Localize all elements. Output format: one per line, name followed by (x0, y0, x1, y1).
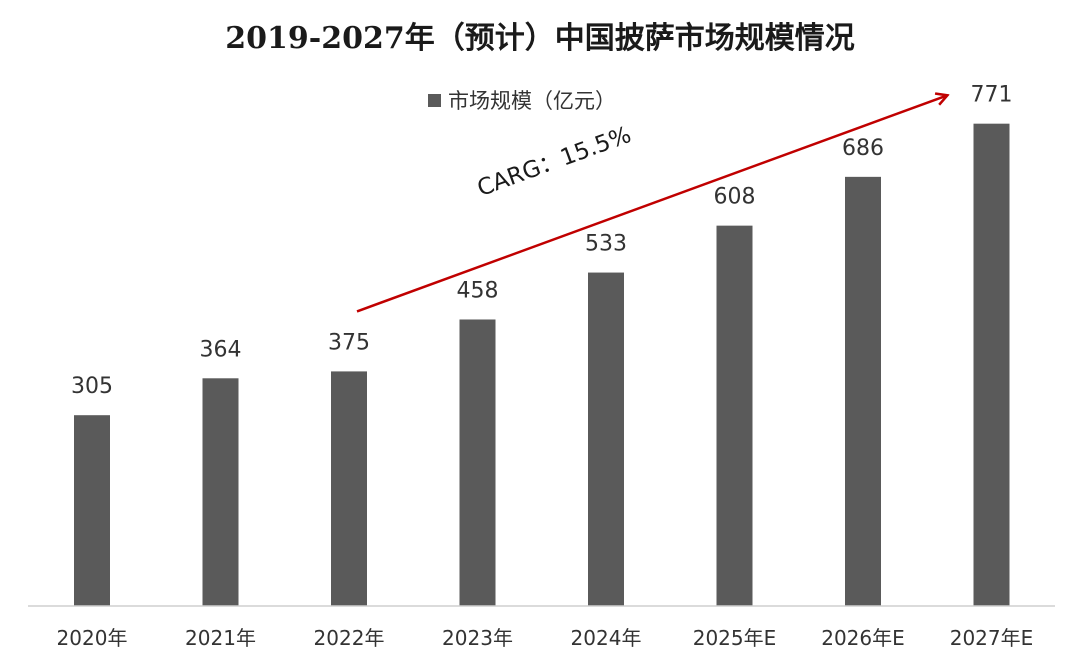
legend: 市场规模（亿元） (428, 89, 616, 113)
cagr-arrow (356, 96, 947, 313)
x-tick-label: 2026年E (821, 626, 905, 650)
x-tick-label: 2025年E (693, 626, 777, 650)
legend-swatch (428, 94, 441, 107)
x-tick-label: 2023年 (442, 626, 513, 650)
bar-value-label: 686 (842, 136, 884, 161)
bar-5 (588, 272, 624, 606)
bar-value-label: 771 (971, 83, 1013, 108)
cagr-label: CARG：15.5% (474, 122, 635, 202)
x-tick-label: 2020年 (57, 626, 128, 650)
x-tick-label: 2024年 (571, 626, 642, 650)
bars-group (74, 123, 1010, 606)
legend-label: 市场规模（亿元） (448, 89, 616, 113)
bar-value-label: 608 (714, 185, 756, 210)
bar-6 (716, 225, 753, 606)
bar-value-label: 364 (200, 337, 242, 362)
bar-4 (459, 319, 496, 606)
chart-title: 2019-2027年（预计）中国披萨市场规模情况 (225, 21, 854, 56)
bar-2 (202, 378, 239, 606)
bar-value-label: 533 (585, 232, 627, 257)
bar-value-label: 458 (457, 278, 499, 303)
bar-3 (331, 371, 367, 606)
value-labels-group: 305 364 375 458 533 608 686 771 (71, 83, 1013, 400)
bar-value-label: 305 (71, 374, 113, 399)
bar-value-label: 375 (328, 330, 370, 355)
x-tick-label: 2022年 (314, 626, 385, 650)
x-tick-label: 2021年 (185, 626, 256, 650)
bar-7 (845, 176, 881, 606)
bar-1 (74, 415, 110, 606)
bar-8 (973, 123, 1010, 606)
x-tick-labels-group: 2020年 2021年 2022年 2023年 2024年 2025年E 2026年E 202… (57, 626, 1034, 650)
x-tick-label: 2027年E (950, 626, 1034, 650)
